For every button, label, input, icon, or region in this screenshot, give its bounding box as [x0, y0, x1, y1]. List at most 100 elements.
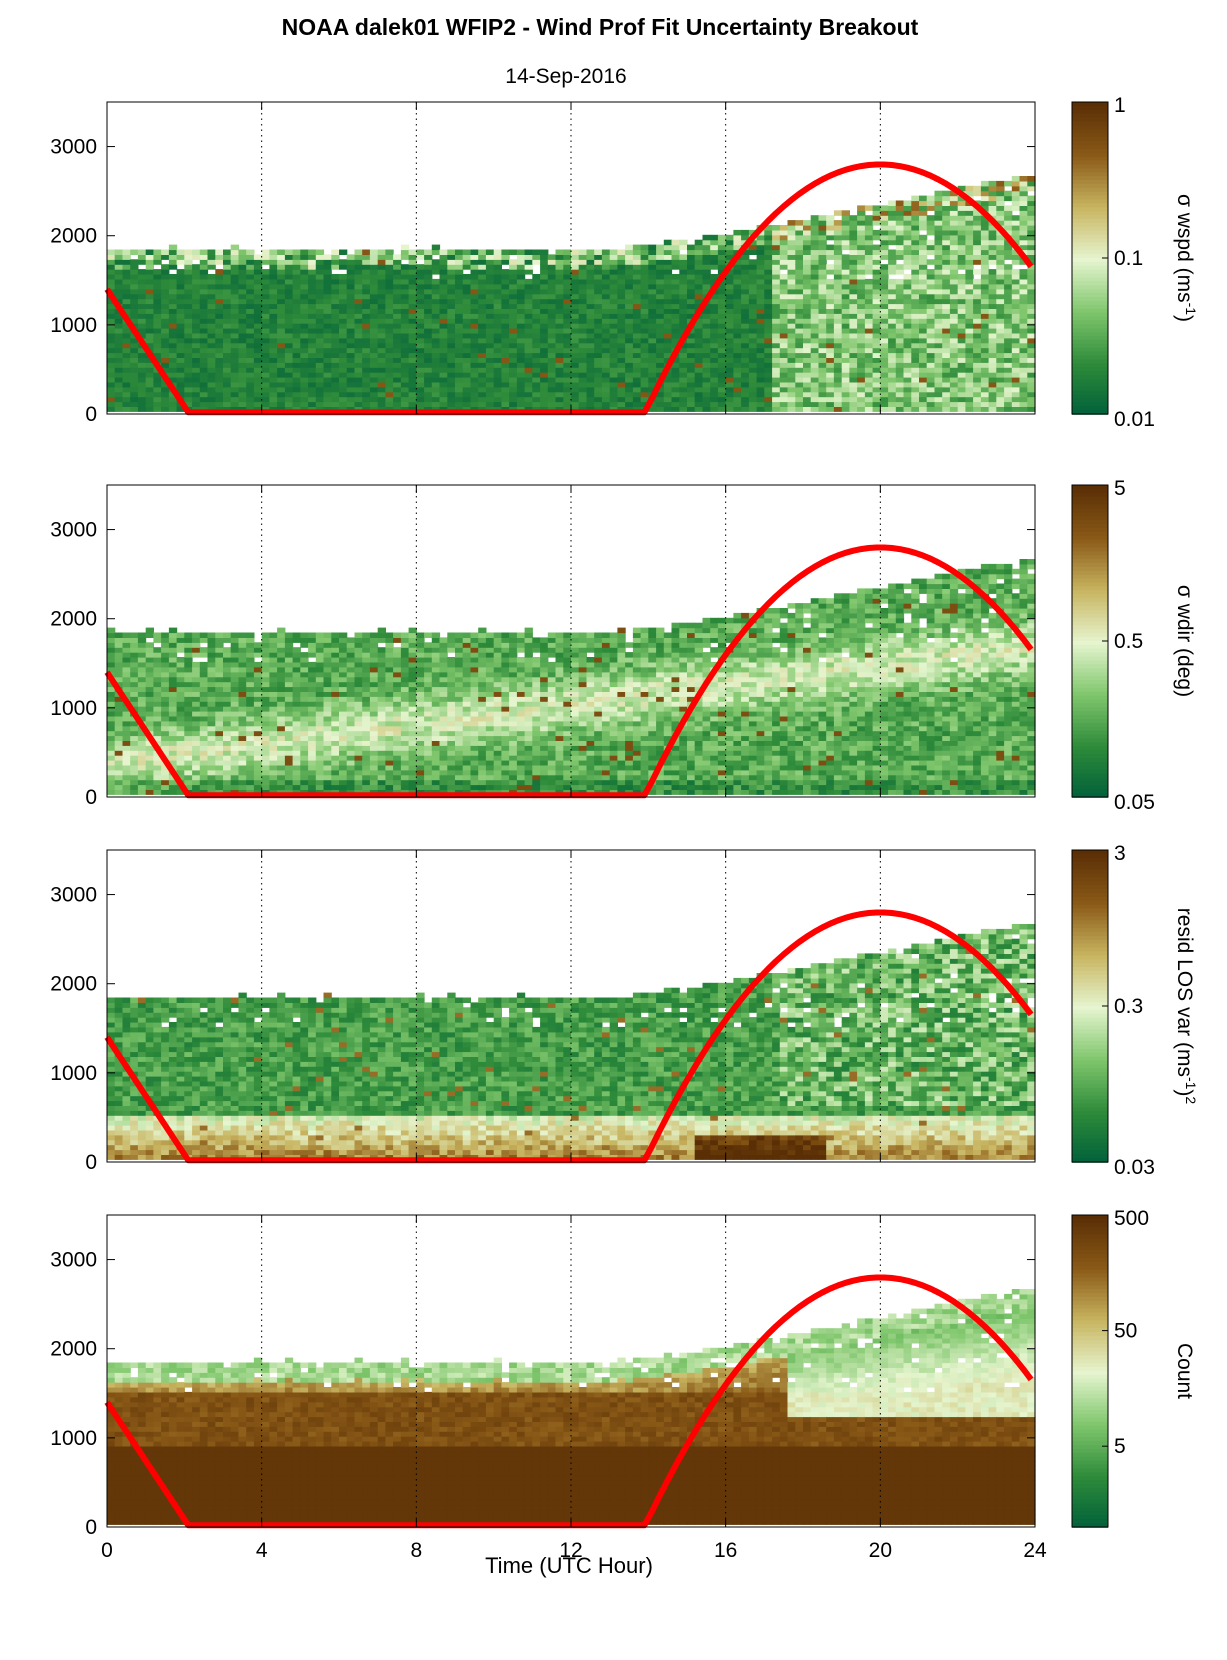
heatmap-cell	[958, 392, 966, 398]
heatmap-cell	[548, 304, 556, 310]
heatmap-cell	[246, 402, 254, 408]
heatmap-cell	[362, 328, 370, 334]
heatmap-cell	[146, 397, 154, 403]
heatmap-cell	[447, 357, 455, 363]
heatmap-cell	[432, 289, 440, 295]
heatmap-cell	[208, 294, 216, 300]
heatmap-cell	[780, 254, 788, 260]
heatmap-cell	[556, 377, 564, 383]
heatmap-cell	[223, 299, 231, 305]
heatmap-cell	[904, 215, 912, 221]
heatmap-cell	[416, 338, 424, 344]
heatmap-cell	[965, 313, 973, 319]
heatmap-cell	[1012, 343, 1020, 349]
heatmap-cell	[687, 372, 695, 378]
heatmap-cell	[308, 313, 316, 319]
heatmap-cell	[532, 348, 540, 354]
heatmap-cell	[331, 343, 339, 349]
heatmap-cell	[587, 284, 595, 290]
heatmap-cell	[757, 318, 765, 324]
heatmap-cell	[764, 338, 772, 344]
heatmap-cell	[184, 250, 192, 256]
heatmap-cell	[293, 250, 301, 256]
heatmap-cell	[896, 387, 904, 393]
heatmap-cell	[146, 677, 154, 683]
heatmap-cell	[184, 682, 192, 688]
heatmap-cell	[811, 313, 819, 319]
heatmap-cell	[617, 264, 625, 270]
heatmap-cell	[501, 372, 509, 378]
heatmap-cell	[355, 397, 363, 403]
heatmap-cell	[826, 230, 834, 236]
heatmap-cell	[416, 348, 424, 354]
heatmap-cell	[223, 736, 231, 742]
heatmap-cell	[656, 254, 664, 260]
heatmap-cell	[393, 289, 401, 295]
heatmap-cell	[169, 667, 177, 673]
heatmap-cell	[726, 240, 734, 246]
heatmap-cell	[1020, 308, 1028, 314]
heatmap-cell	[703, 353, 711, 359]
heatmap-cell	[501, 289, 509, 295]
heatmap-cell	[695, 357, 703, 363]
heatmap-cell	[617, 362, 625, 368]
heatmap-cell	[123, 264, 131, 270]
heatmap-cell	[919, 406, 927, 412]
heatmap-cell	[540, 338, 548, 344]
heatmap-cell	[440, 353, 448, 359]
heatmap-cell	[594, 392, 602, 398]
heatmap-cell	[857, 279, 865, 285]
heatmap-cell	[718, 402, 726, 408]
heatmap-cell	[757, 289, 765, 295]
heatmap-cell	[904, 387, 912, 393]
heatmap-cell	[115, 667, 123, 673]
heatmap-cell	[919, 284, 927, 290]
heatmap-cell	[950, 362, 958, 368]
heatmap-cell	[432, 313, 440, 319]
heatmap-cell	[316, 392, 324, 398]
heatmap-cell	[277, 343, 285, 349]
heatmap-cell	[401, 387, 409, 393]
heatmap-cell	[177, 755, 185, 761]
heatmap-cell	[610, 259, 618, 265]
heatmap-cell	[672, 245, 680, 251]
heatmap-cell	[316, 284, 324, 290]
heatmap-cell	[223, 696, 231, 702]
heatmap-cell	[780, 240, 788, 246]
heatmap-cell	[625, 250, 633, 256]
heatmap-cell	[355, 387, 363, 393]
heatmap-cell	[416, 382, 424, 388]
heatmap-cell	[803, 372, 811, 378]
heatmap-cell	[269, 382, 277, 388]
heatmap-cell	[749, 269, 757, 275]
heatmap-cell	[834, 294, 842, 300]
heatmap-cell	[919, 313, 927, 319]
heatmap-cell	[1012, 176, 1020, 182]
heatmap-cell	[935, 230, 943, 236]
heatmap-cell	[718, 382, 726, 388]
heatmap-cell	[440, 372, 448, 378]
heatmap-cell	[919, 387, 927, 393]
heatmap-cell	[208, 760, 216, 766]
heatmap-cell	[192, 716, 200, 722]
heatmap-cell	[424, 357, 432, 363]
heatmap-cell	[749, 372, 757, 378]
heatmap-cell	[223, 279, 231, 285]
heatmap-cell	[563, 304, 571, 310]
heatmap-cell	[169, 294, 177, 300]
heatmap-cell	[672, 372, 680, 378]
heatmap-cell	[455, 402, 463, 408]
heatmap-cell	[254, 402, 262, 408]
heatmap-cell	[285, 343, 293, 349]
heatmap-cell	[293, 402, 301, 408]
heatmap-cell	[656, 402, 664, 408]
heatmap-cell	[308, 254, 316, 260]
heatmap-cell	[795, 225, 803, 231]
heatmap-cell	[200, 687, 208, 693]
heatmap-cell	[679, 382, 687, 388]
heatmap-cell	[834, 367, 842, 373]
heatmap-cell	[161, 770, 169, 776]
heatmap-cell	[192, 279, 200, 285]
heatmap-cell	[772, 254, 780, 260]
heatmap-cell	[494, 357, 502, 363]
